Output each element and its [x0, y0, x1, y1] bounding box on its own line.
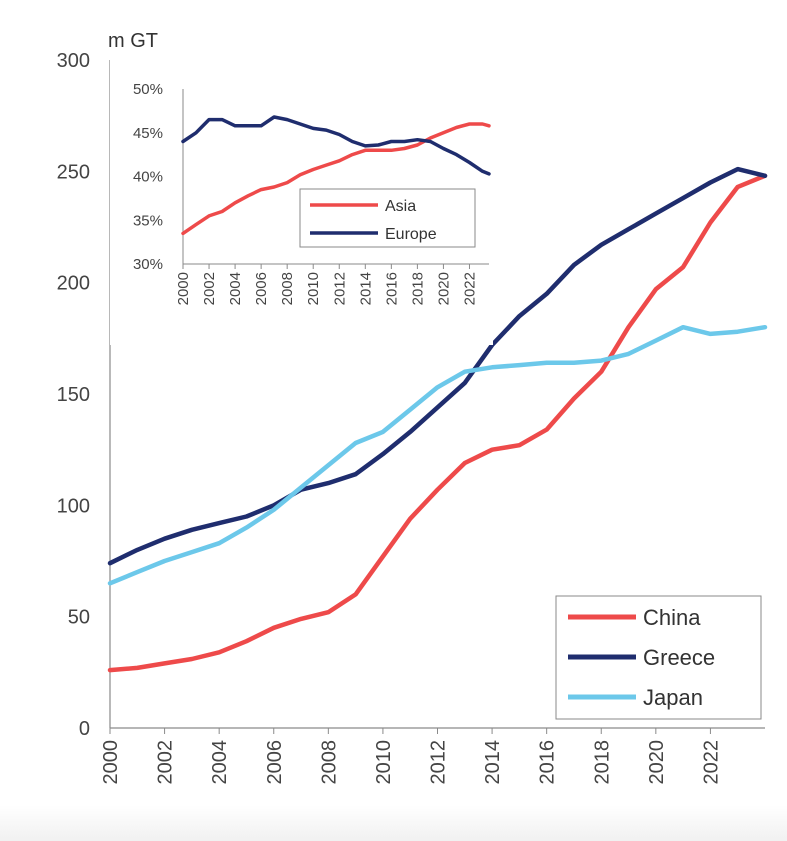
- main-y-tick-label: 200: [57, 273, 90, 295]
- y-unit-label: m GT: [108, 30, 158, 52]
- main-x-tick-label: 2020: [646, 740, 668, 785]
- inset-x-tick-label: 2000: [175, 272, 192, 305]
- inset-legend-label-asia: Asia: [385, 198, 416, 215]
- main-y-tick-label: 0: [79, 718, 90, 740]
- main-x-tick-label: 2004: [209, 740, 231, 785]
- main-y-tick-label: 50: [68, 607, 90, 629]
- series-line-greece: [107, 166, 768, 566]
- main-x-tick-label: 2014: [482, 740, 504, 785]
- inset-series-lines: [181, 115, 491, 236]
- bottom-fade-band: [0, 805, 787, 841]
- main-x-tick-label: 2022: [700, 740, 722, 785]
- legend-label-china: China: [643, 605, 701, 630]
- main-x-tick-label: 2008: [318, 740, 340, 785]
- inset-x-tick-label: 2012: [331, 272, 348, 305]
- inset-x-tick-label: 2006: [253, 272, 270, 305]
- main-y-tick-label: 150: [57, 384, 90, 406]
- main-x-tick-label: 2012: [428, 740, 450, 785]
- main-x-tick-label: 2002: [155, 740, 177, 785]
- inset-x-tick-label: 2018: [409, 272, 426, 305]
- inset-series-line-europe: [181, 115, 491, 176]
- main-x-tick-label: 2018: [591, 740, 613, 785]
- main-series-lines: [107, 166, 768, 673]
- legend-label-greece: Greece: [643, 645, 715, 670]
- inset-y-tick-label: 30%: [133, 256, 163, 273]
- main-legend: China Greece Japan: [555, 595, 762, 720]
- inset-y-tick-label: 50%: [133, 81, 163, 98]
- inset-x-ticks: 2000 2002 2004 2006 2008 2010 2012 2014 2016 2018…: [175, 264, 478, 305]
- inset-chart: 30% 35% 40% 45% 50% 2000 2002 2004 2006 2008 2010…: [110, 60, 493, 345]
- main-y-ticks: 0 50 100 150 200 250 300: [57, 50, 90, 740]
- main-x-tick-label: 2000: [100, 740, 122, 785]
- main-x-tick-label: 2016: [537, 740, 559, 785]
- inset-x-tick-label: 2016: [383, 272, 400, 305]
- inset-x-tick-label: 2022: [461, 272, 478, 305]
- inset-y-tick-label: 45%: [133, 125, 163, 142]
- inset-y-tick-label: 35%: [133, 212, 163, 229]
- inset-x-tick-label: 2002: [201, 272, 218, 305]
- main-x-ticks: 2000 2002 2004 2006 2008 2010 2012 2014 2016 2018…: [100, 728, 722, 785]
- series-line-japan: [107, 324, 768, 586]
- inset-series-line-asia: [181, 122, 491, 236]
- main-x-tick-label: 2006: [264, 740, 286, 785]
- legend-label-japan: Japan: [643, 685, 703, 710]
- main-y-tick-label: 100: [57, 495, 90, 517]
- inset-legend: Asia Europe: [299, 188, 476, 248]
- inset-y-tick-label: 40%: [133, 169, 163, 186]
- inset-legend-label-europe: Europe: [385, 226, 437, 243]
- inset-y-ticks: 30% 35% 40% 45% 50%: [133, 81, 163, 273]
- inset-x-tick-label: 2008: [279, 272, 296, 305]
- main-y-tick-label: 250: [57, 161, 90, 183]
- inset-legend-box: [299, 188, 476, 248]
- inset-x-tick-label: 2014: [357, 272, 374, 305]
- series-line-china: [107, 173, 768, 673]
- inset-x-tick-label: 2010: [305, 272, 322, 305]
- inset-x-tick-label: 2004: [227, 272, 244, 305]
- main-x-tick-label: 2010: [373, 740, 395, 785]
- inset-x-tick-label: 2020: [435, 272, 452, 305]
- main-y-tick-label: 300: [57, 50, 90, 72]
